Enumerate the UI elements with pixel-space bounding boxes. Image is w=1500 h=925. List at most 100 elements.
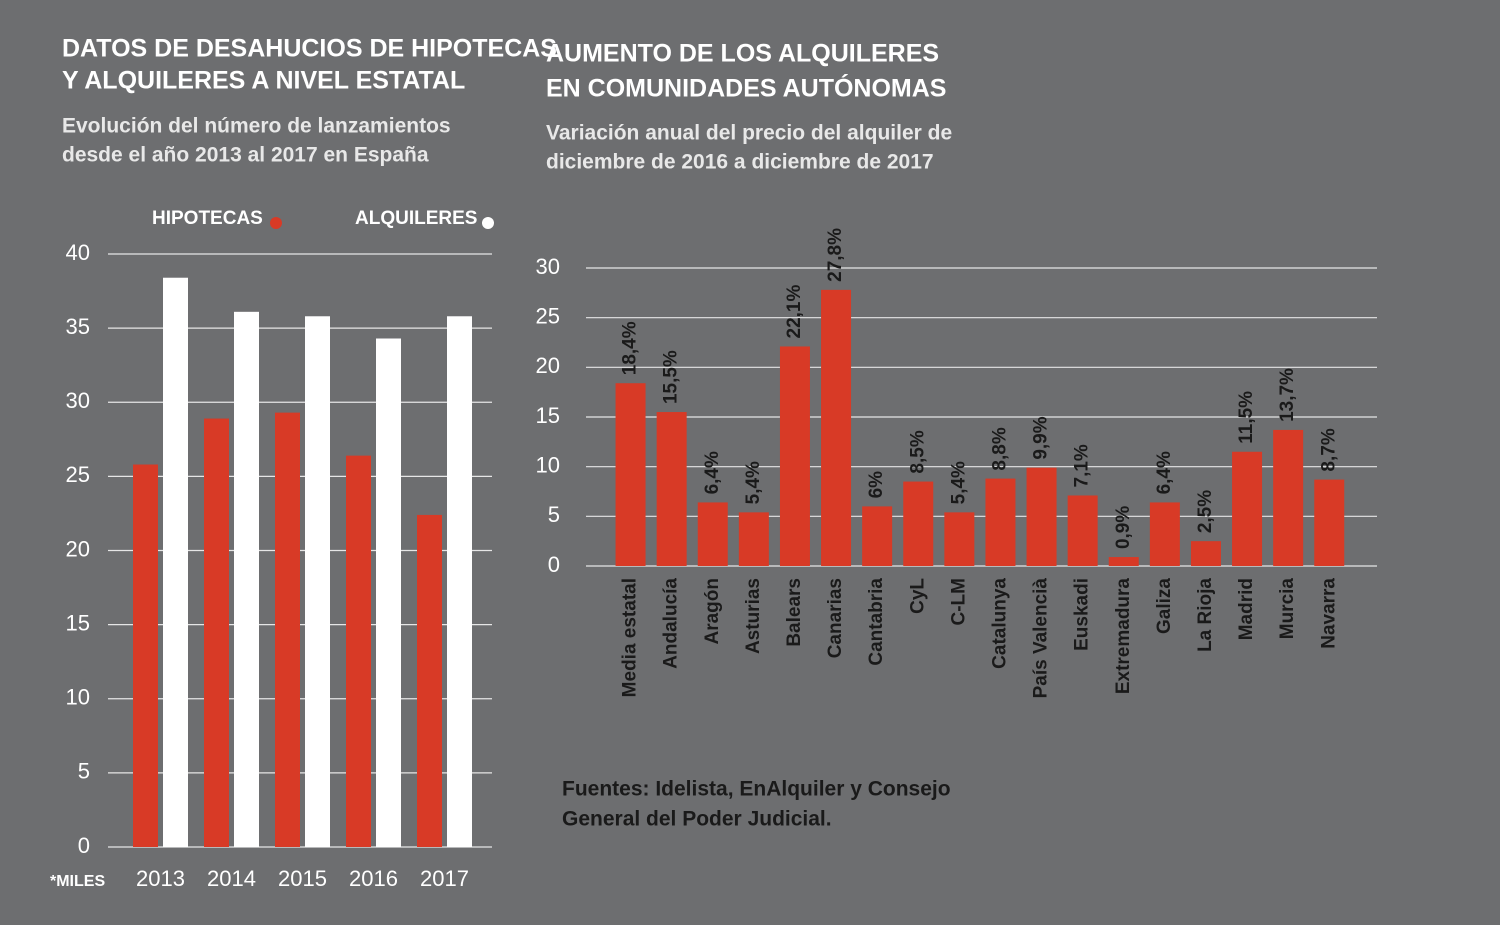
y-tick-label: 5 [78,759,90,784]
bar [903,481,934,566]
chart-subtitle: diciembre de 2016 a diciembre de 2017 [546,151,934,174]
x-tick-label: 2017 [420,866,469,891]
x-tick-label: CyL [907,578,928,614]
bar [1067,495,1098,566]
value-label: 13,7% [1277,368,1298,422]
value-label: 18,4% [620,321,641,375]
y-tick-label: 25 [66,462,90,487]
bar [944,512,975,566]
x-tick-label: Canarias [825,578,846,658]
bar [615,383,646,566]
y-tick-label: 40 [66,240,90,265]
bar [417,514,442,847]
source: Fuentes: Idelista, EnAlquiler y Consejo [562,778,951,801]
bar [697,502,728,566]
value-label: 8,7% [1318,428,1339,471]
bar [779,346,810,566]
x-tick-label: País Valencià [1031,578,1052,699]
bar [234,311,259,847]
value-label: 27,8% [825,228,846,282]
y-tick-label: 35 [66,314,90,339]
y-tick-label: 20 [66,536,90,561]
value-label: 5,4% [948,461,969,504]
bar [275,412,300,847]
bar [376,338,401,847]
chart-title: DATOS DE DESAHUCIOS DE HIPOTECAS [62,35,557,63]
x-tick-label: Cantabria [866,578,887,666]
x-tick-label: Catalunya [989,578,1010,669]
bar [1026,467,1057,566]
bar [163,277,188,848]
x-tick-label: C-LM [948,578,969,625]
bar [1314,479,1345,566]
x-tick-label: Madrid [1236,578,1257,640]
legend-label: HIPOTECAS [152,208,263,229]
value-label: 0,9% [1113,506,1134,549]
value-label: 22,1% [784,284,805,338]
bar [821,289,852,566]
y-tick-label: 30 [536,254,560,279]
x-tick-label: 2016 [349,866,398,891]
y-tick-label: 15 [66,610,90,635]
legend-marker [270,217,282,229]
chart-subtitle: Evolución del número de lanzamientos [62,115,451,138]
chart-subtitle: desde el año 2013 al 2017 en España [62,144,429,167]
bar [985,478,1016,566]
bar [656,412,687,566]
axis-note: *MILES [50,873,105,890]
x-tick-label: Galiza [1154,578,1175,634]
y-tick-label: 0 [78,833,90,858]
chart-title: EN COMUNIDADES AUTÓNOMAS [546,73,946,103]
x-tick-label: Asturias [743,578,764,654]
x-tick-label: Euskadi [1072,578,1093,651]
value-label: 6,4% [702,451,723,494]
x-tick-label: 2013 [136,866,185,891]
y-tick-label: 0 [548,552,560,577]
legend-marker [482,217,494,229]
value-label: 6,4% [1154,451,1175,494]
chart-title: Y ALQUILERES A NIVEL ESTATAL [62,67,465,95]
value-label: 8,8% [989,427,1010,470]
bar [346,455,371,847]
chart-title: AUMENTO DE LOS ALQUILERES [546,40,939,68]
value-label: 11,5% [1236,391,1257,444]
x-tick-label: 2014 [207,866,256,891]
x-tick-label: Navarra [1318,578,1339,649]
value-label: 8,5% [907,430,928,473]
value-label: 9,9% [1031,416,1052,459]
value-label: 5,4% [743,461,764,504]
value-label: 15,5% [661,350,682,404]
bar [1108,557,1139,566]
x-tick-label: 2015 [278,866,327,891]
x-tick-label: La Rioja [1195,578,1216,652]
bar [204,418,229,847]
x-tick-label: Extremadura [1113,578,1134,695]
chart-subtitle: Variación anual del precio del alquiler … [546,122,952,145]
y-tick-label: 15 [536,403,560,428]
bar [305,316,330,847]
x-tick-label: Aragón [702,578,723,645]
x-tick-label: Balears [784,578,805,647]
legend-label: ALQUILERES [355,208,477,229]
value-label: 7,1% [1072,444,1093,487]
bar [738,512,769,566]
y-tick-label: 10 [536,452,560,477]
y-tick-label: 30 [66,388,90,413]
y-tick-label: 10 [66,685,90,710]
value-label: 2,5% [1195,490,1216,533]
bar [1190,541,1221,566]
y-tick-label: 5 [548,502,560,527]
bar [447,316,472,847]
bar [1273,429,1304,566]
x-tick-label: Media estatal [620,578,641,697]
x-tick-label: Andalucía [661,578,682,669]
bar [1149,502,1180,566]
bar [862,506,893,566]
x-tick-label: Murcia [1277,578,1298,640]
value-label: 6% [866,471,887,499]
y-tick-label: 20 [536,353,560,378]
bar [1232,451,1263,566]
source: General del Poder Judicial. [562,808,832,831]
y-tick-label: 25 [536,303,560,328]
